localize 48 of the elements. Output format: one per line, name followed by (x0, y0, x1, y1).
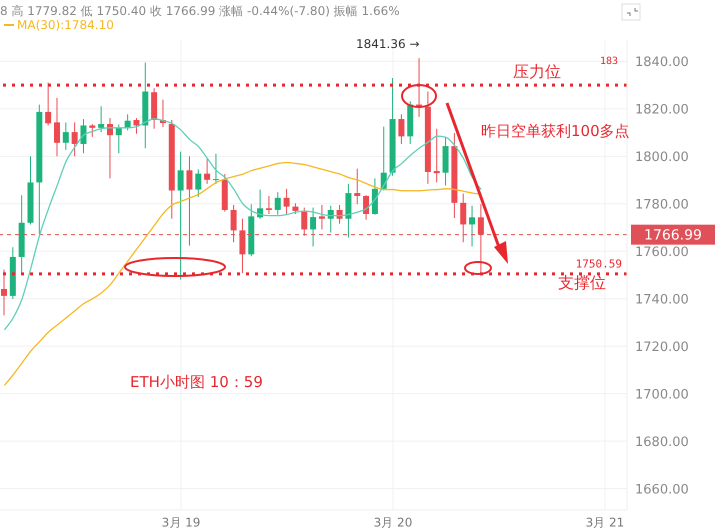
candlestick (124, 114, 131, 131)
candlestick (284, 188, 290, 214)
y-tick-label: 1840.00 (635, 54, 689, 70)
y-tick-label: 1720.00 (635, 340, 689, 355)
candlestick (204, 158, 210, 184)
annotation: 1841.36 → (356, 37, 420, 51)
candlestick (469, 205, 476, 248)
annotation: 昨日空单获利100多点 (481, 122, 630, 141)
candlestick (266, 195, 272, 214)
y-tick-label: 1660.00 (635, 482, 689, 498)
candlestick (292, 202, 298, 214)
ref-line-label: 1766.99 (644, 228, 702, 244)
candlestick (133, 118, 140, 134)
candlestick (1, 269, 7, 316)
candlestick (45, 82, 52, 126)
line-series (4, 118, 482, 330)
candlestick (310, 207, 316, 248)
candlestick (212, 153, 219, 184)
annotation: 183 (600, 56, 618, 67)
candlestick (62, 122, 69, 150)
candlestick (434, 128, 440, 183)
y-tick-label: 1700.00 (635, 387, 689, 402)
candlestick (398, 114, 404, 144)
y-tick-label: 1680.00 (635, 434, 689, 450)
y-tick-label: 1740.00 (635, 292, 689, 308)
candlestick (98, 106, 104, 133)
candlestick (54, 97, 60, 157)
candlestick (89, 124, 96, 138)
y-tick-label: 1820.00 (635, 102, 689, 118)
candlestick (178, 151, 184, 280)
chart-subtitle: 8 高 1779.82 低 1750.40 收 1766.99 涨幅 -0.44%(-7.80) 振幅 1.66% (0, 3, 400, 20)
annotation: ETH小时图 10：59 (130, 373, 263, 392)
candlestick (354, 168, 360, 205)
x-tick-label: 3月 21 (586, 516, 624, 530)
y-tick-label: 1780.00 (635, 197, 689, 212)
x-tick-label: 3月 20 (374, 516, 412, 530)
candlestick (195, 168, 202, 198)
legend-label: MA(30):1784.10 (17, 18, 114, 32)
candlestick (274, 192, 281, 216)
candlestick (363, 194, 370, 220)
x-tick-label: 3月 19 (162, 516, 200, 530)
annotation: 1750.59 (576, 258, 622, 271)
y-tick-label: 1760.00 (635, 244, 689, 260)
candlestick (80, 118, 86, 154)
ref-line-label: 压力位 (513, 62, 561, 82)
candlestick (72, 122, 78, 157)
ref-line-label: 支撑位 (558, 272, 606, 292)
y-tick-label: 1800.00 (635, 150, 689, 165)
